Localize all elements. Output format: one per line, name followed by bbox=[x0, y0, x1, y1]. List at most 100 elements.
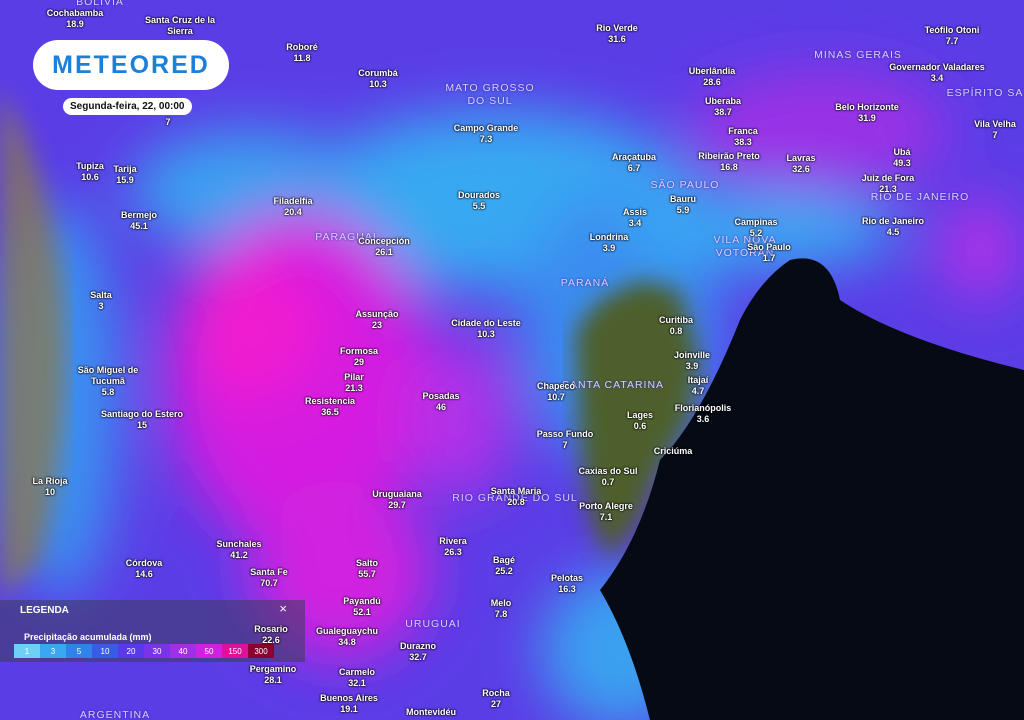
city-label: Florianópolis 3.6 bbox=[675, 403, 732, 425]
city-label: Itajaí 4.7 bbox=[688, 375, 709, 397]
legend-swatch: 5 bbox=[66, 644, 92, 658]
city-label: Juiz de Fora 21.3 bbox=[862, 173, 915, 195]
city-name: Montevidéu bbox=[405, 707, 457, 717]
city-name: Assis bbox=[622, 207, 648, 217]
city-name: Rivera bbox=[439, 536, 467, 546]
city-value: 10.6 bbox=[81, 172, 99, 182]
city-value: 55.7 bbox=[358, 569, 376, 579]
city-value: 26.3 bbox=[444, 547, 462, 557]
legend-close[interactable]: × bbox=[279, 601, 287, 616]
city-value: 49.3 bbox=[893, 158, 911, 168]
city-label: Rio de Janeiro 4.5 bbox=[862, 216, 924, 238]
city-value: 26.1 bbox=[375, 247, 393, 257]
city-label: Porto Alegre 7.1 bbox=[579, 501, 633, 523]
city-value: 10.3 bbox=[477, 329, 495, 339]
city-name: Concepción bbox=[358, 236, 410, 246]
city-name: Pilar bbox=[344, 372, 364, 382]
city-name: Ubá bbox=[893, 147, 911, 157]
logo: METEORED bbox=[33, 40, 229, 90]
city-name: Rio Verde bbox=[596, 23, 638, 33]
city-name: Bagé bbox=[492, 555, 516, 565]
city-name: Rosario bbox=[254, 624, 288, 634]
city-value: 5.5 bbox=[472, 201, 486, 211]
legend-swatch: 300 bbox=[248, 644, 274, 658]
city-label: Filadelfia 20.4 bbox=[273, 196, 312, 218]
city-label: Cochabamba 18.9 bbox=[47, 8, 104, 30]
city-value: 38.3 bbox=[734, 137, 752, 147]
city-value: 31.6 bbox=[608, 34, 626, 44]
city-value: 7.3 bbox=[479, 134, 493, 144]
city-name: Franca bbox=[728, 126, 758, 136]
city-value: 0.7 bbox=[601, 477, 615, 487]
date-badge: Segunda-feira, 22, 00:00 bbox=[63, 98, 192, 115]
region-label: URUGUAI bbox=[405, 618, 461, 630]
city-label: Pelotas 16.3 bbox=[551, 573, 583, 595]
region-label: RIO DE JANEIRO bbox=[870, 191, 970, 203]
city-name: Bermejo bbox=[120, 210, 158, 220]
legend-swatch: 150 bbox=[222, 644, 248, 658]
city-name: Teófilo Otoni bbox=[924, 25, 980, 35]
city-label: Posadas 46 bbox=[422, 391, 459, 413]
city-name: Córdova bbox=[125, 558, 163, 568]
city-label: Belo Horizonte 31.9 bbox=[835, 102, 899, 124]
city-value: 52.1 bbox=[353, 607, 371, 617]
city-label: Chapecó 10.7 bbox=[537, 381, 575, 403]
city-name: Lages bbox=[626, 410, 654, 420]
city-label: Franca 38.3 bbox=[728, 126, 758, 148]
city-label: Tupiza 10.6 bbox=[76, 161, 104, 183]
city-value: 15 bbox=[136, 420, 148, 430]
region-label: SANTA CATARINA bbox=[561, 379, 665, 391]
city-label: 7 bbox=[165, 117, 170, 128]
city-value: 7 bbox=[562, 440, 568, 450]
city-label: Resistencia 36.5 bbox=[305, 396, 355, 418]
city-label: Bauru 5.9 bbox=[670, 194, 696, 216]
region-label: RIO GRANDE DO SUL bbox=[452, 492, 578, 504]
city-label: La Rioja 10 bbox=[32, 476, 67, 498]
city-label: Rivera 26.3 bbox=[439, 536, 467, 558]
city-value: 21.3 bbox=[345, 383, 363, 393]
city-name: Curitiba bbox=[658, 315, 694, 325]
city-value: 28.1 bbox=[264, 675, 282, 685]
city-value: 10 bbox=[44, 487, 56, 497]
city-label: Roboré 11.8 bbox=[286, 42, 318, 64]
city-value: 20.8 bbox=[507, 497, 525, 507]
city-label: Assis 3.4 bbox=[623, 207, 647, 229]
city-label: Sunchales 41.2 bbox=[216, 539, 261, 561]
city-name: Santiago do Estero bbox=[100, 409, 184, 419]
city-label: Payandú 52.1 bbox=[343, 596, 381, 618]
city-name: Ribeirão Preto bbox=[698, 151, 760, 161]
city-value: 36.5 bbox=[321, 407, 339, 417]
city-label: Corumbá 10.3 bbox=[358, 68, 398, 90]
city-label: Governador Valadares 3.4 bbox=[889, 62, 985, 84]
city-value: 0.8 bbox=[669, 326, 683, 336]
city-label: Santa Maria 20.8 bbox=[491, 486, 542, 508]
city-value: 3.9 bbox=[602, 243, 616, 253]
city-value: 7.1 bbox=[599, 512, 613, 522]
city-value: 7.7 bbox=[945, 36, 959, 46]
city-value: 23 bbox=[371, 320, 383, 330]
city-name: Passo Fundo bbox=[536, 429, 594, 439]
city-label: Londrina 3.9 bbox=[590, 232, 629, 254]
legend-subtitle: Precipitação acumulada (mm) bbox=[24, 632, 152, 642]
city-value: 27 bbox=[490, 699, 502, 709]
city-label: Pergamino 28.1 bbox=[250, 664, 297, 686]
city-label: Ribeirão Preto 16.8 bbox=[698, 151, 760, 173]
city-value: 7.8 bbox=[494, 609, 508, 619]
city-value: 41.2 bbox=[230, 550, 248, 560]
city-value: 28.6 bbox=[703, 77, 721, 87]
city-name: Assunção bbox=[355, 309, 399, 319]
city-value: 16.3 bbox=[558, 584, 576, 594]
city-name: Araçatuba bbox=[611, 152, 657, 162]
city-name: Roboré bbox=[286, 42, 318, 52]
city-name: Itajaí bbox=[687, 375, 709, 385]
region-label: MINAS GERAIS bbox=[814, 49, 902, 61]
city-value: 14.6 bbox=[135, 569, 153, 579]
region-label: VILA NOVA VOTORAN bbox=[713, 234, 777, 259]
city-label: Lages 0.6 bbox=[627, 410, 653, 432]
city-label: Formosa 29 bbox=[340, 346, 378, 368]
city-label: Salta 3 bbox=[90, 290, 112, 312]
city-label: Lavras 32.6 bbox=[786, 153, 815, 175]
city-label: Campinas 5.2 bbox=[734, 217, 777, 239]
